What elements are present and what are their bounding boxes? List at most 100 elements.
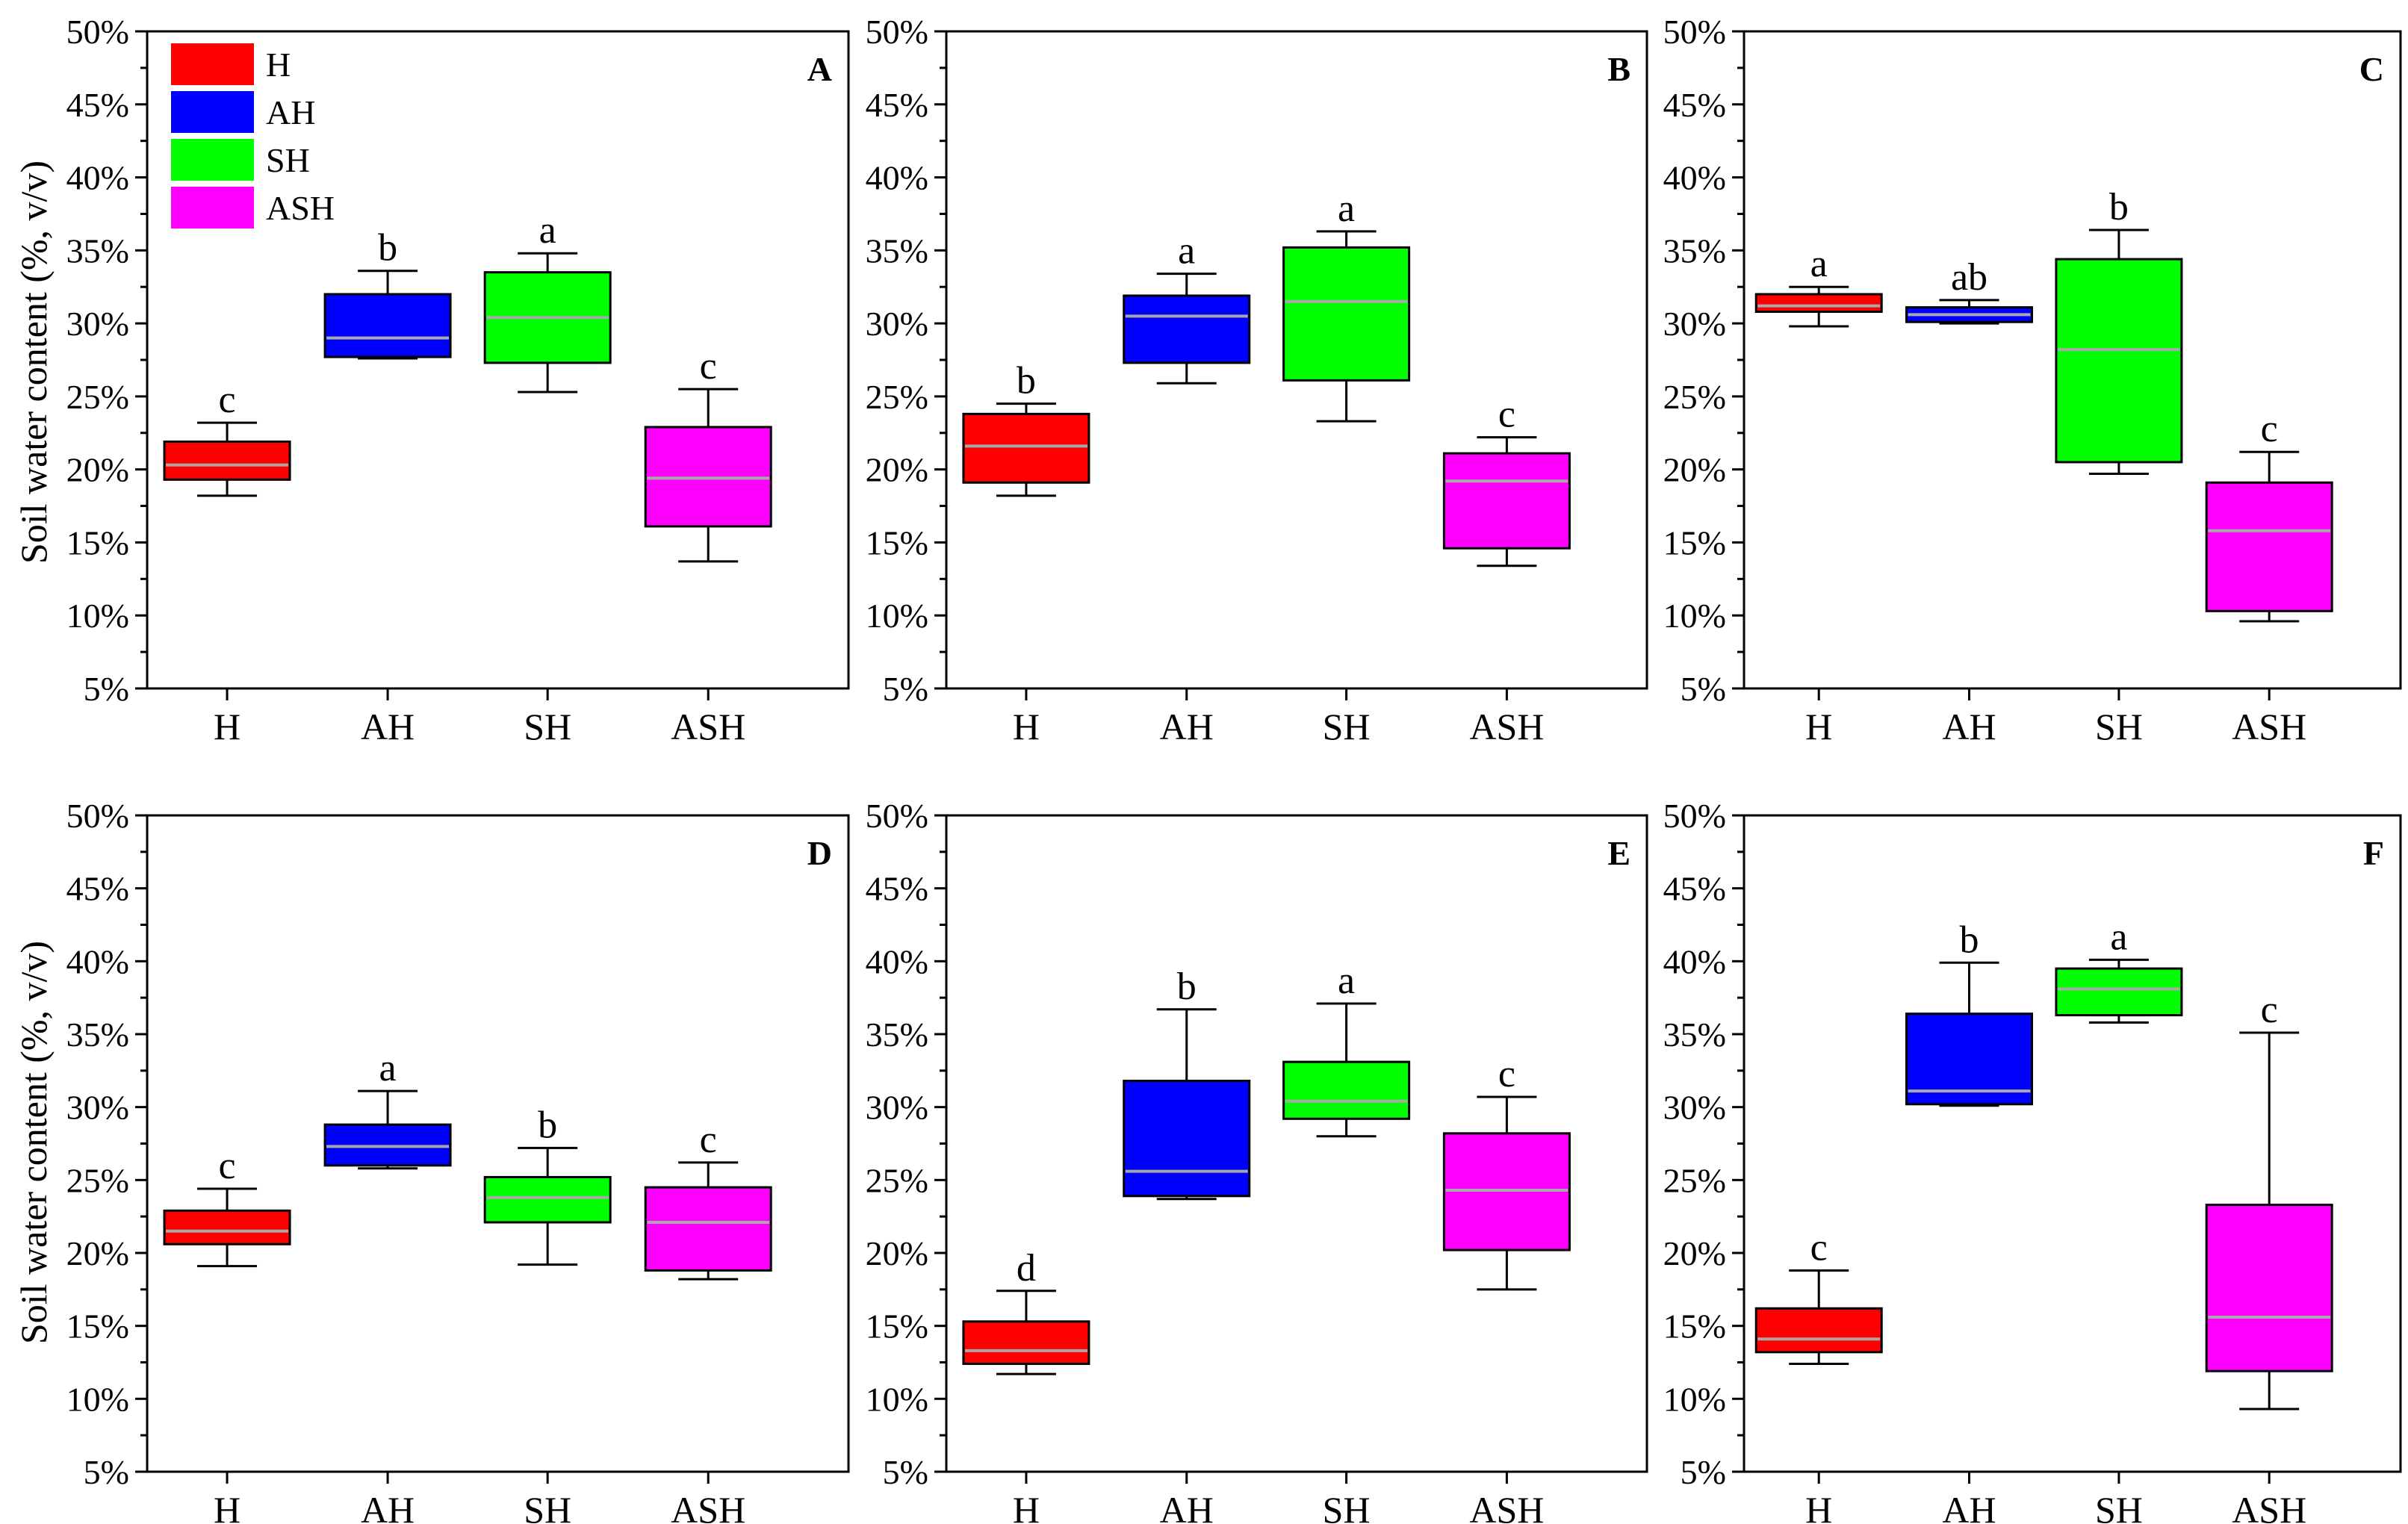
- y-tick-label: 35%: [866, 1016, 928, 1054]
- significance-letter: d: [1017, 1247, 1036, 1290]
- significance-letter: c: [700, 345, 717, 388]
- iqr-box: [1754, 1307, 1883, 1354]
- y-tick-label: 25%: [866, 1161, 928, 1199]
- panel-label: F: [2363, 834, 2384, 872]
- iqr-box: [163, 441, 291, 481]
- y-tick-label: 40%: [66, 942, 129, 980]
- x-tick-label: ASH: [671, 1489, 745, 1524]
- x-tick-label: AH: [361, 1489, 415, 1524]
- legend-swatch-AH: [171, 91, 254, 133]
- significance-letter: a: [1338, 960, 1355, 1002]
- panel-label: A: [807, 50, 832, 88]
- y-tick-label: 5%: [1681, 670, 1726, 708]
- iqr-box: [1442, 452, 1571, 550]
- y-tick-label: 25%: [866, 378, 928, 416]
- y-tick-label: 35%: [1663, 1016, 1726, 1054]
- panel-F: 5% 10% 15% 20% 25% 30% 35% 40% 45% 50% H AH SH ASH c b a…: [1663, 797, 2402, 1524]
- box-ASH: c: [644, 1119, 772, 1281]
- y-tick-label: 35%: [66, 231, 129, 270]
- y-tick-label: 40%: [1663, 942, 1726, 980]
- y-tick-label: 30%: [866, 305, 928, 343]
- significance-letter: c: [700, 1119, 717, 1161]
- box-AH: b: [1905, 918, 2033, 1107]
- y-tick-label: 25%: [66, 1161, 129, 1199]
- box-SH: a: [483, 209, 612, 394]
- box-H: c: [163, 1145, 291, 1268]
- x-tick-label: AH: [1160, 706, 1214, 747]
- iqr-box: [2055, 967, 2183, 1017]
- box-ASH: c: [2205, 408, 2333, 623]
- y-tick-label: 25%: [66, 378, 129, 416]
- y-tick-label: 35%: [66, 1016, 129, 1054]
- x-tick-label: H: [214, 706, 241, 747]
- significance-letter: b: [538, 1104, 557, 1146]
- y-tick-label: 20%: [66, 1234, 129, 1272]
- iqr-box: [323, 293, 452, 358]
- y-tick-label: 10%: [1663, 597, 1726, 635]
- y-tick-label: 15%: [66, 523, 129, 562]
- x-tick-label: H: [1013, 1489, 1040, 1524]
- x-tick-label: SH: [2095, 706, 2143, 747]
- axis-frame: [1743, 814, 2402, 1473]
- iqr-box: [1754, 293, 1883, 313]
- significance-letter: b: [378, 227, 397, 270]
- y-tick-label: 45%: [1663, 86, 1726, 124]
- legend-swatch-SH: [171, 139, 254, 181]
- significance-letter: b: [1177, 965, 1197, 1008]
- x-tick-label: ASH: [2232, 1489, 2306, 1524]
- panel-D: 5% 10% 15% 20% 25% 30% 35% 40% 45% 50% H AH SH ASH c a b…: [66, 797, 850, 1524]
- y-tick-label: 40%: [866, 942, 928, 980]
- legend-swatch-ASH: [171, 187, 254, 228]
- legend: H AH SH ASH: [171, 43, 335, 228]
- panel-C: 5% 10% 15% 20% 25% 30% 35% 40% 45% 50% H AH SH ASH a ab…: [1663, 13, 2402, 747]
- box-AH: b: [323, 227, 452, 360]
- significance-letter: c: [2261, 408, 2278, 450]
- y-tick-label: 50%: [866, 797, 928, 835]
- iqr-box: [2205, 481, 2333, 612]
- y-tick-label: 45%: [1663, 870, 1726, 908]
- box-ASH: c: [644, 345, 772, 563]
- significance-letter: a: [539, 209, 556, 252]
- iqr-box: [163, 1209, 291, 1245]
- y-tick-label: 15%: [1663, 1307, 1726, 1346]
- significance-letter: b: [1959, 918, 1979, 961]
- x-tick-label: H: [214, 1489, 241, 1524]
- panel-label: D: [807, 834, 832, 872]
- y-tick-label: 50%: [66, 797, 129, 835]
- significance-letter: b: [2109, 186, 2129, 228]
- x-tick-label: SH: [1323, 1489, 1371, 1524]
- x-tick-label: SH: [524, 1489, 571, 1524]
- box-ASH: c: [1442, 394, 1571, 567]
- y-tick-label: 40%: [66, 159, 129, 197]
- x-tick-label: SH: [524, 706, 571, 747]
- x-tick-label: AH: [1942, 706, 1996, 747]
- box-AH: b: [1123, 965, 1251, 1201]
- iqr-box: [644, 1186, 772, 1272]
- iqr-box: [1282, 1060, 1411, 1120]
- significance-letter: c: [218, 379, 235, 421]
- y-tick-label: 15%: [866, 1307, 928, 1346]
- y-tick-label: 5%: [883, 670, 928, 708]
- iqr-box: [1123, 1080, 1251, 1198]
- significance-letter: c: [1810, 1226, 1828, 1269]
- y-tick-label: 5%: [84, 670, 129, 708]
- box-ASH: c: [2205, 989, 2333, 1411]
- y-tick-label: 20%: [1663, 1234, 1726, 1272]
- y-tick-label: 5%: [883, 1453, 928, 1491]
- box-H: c: [163, 379, 291, 497]
- significance-letter: c: [1498, 394, 1515, 436]
- box-H: c: [1754, 1226, 1883, 1365]
- x-tick-label: AH: [1942, 1489, 1996, 1524]
- y-tick-label: 45%: [66, 870, 129, 908]
- y-tick-label: 30%: [1663, 1089, 1726, 1127]
- y-tick-label: 20%: [866, 451, 928, 489]
- y-tick-label: 40%: [866, 159, 928, 197]
- x-tick-label: H: [1013, 706, 1040, 747]
- panel-label: E: [1607, 834, 1630, 872]
- axis-frame: [146, 814, 850, 1473]
- y-tick-label: 50%: [66, 13, 129, 51]
- box-AH: a: [1123, 230, 1251, 385]
- panel-label: C: [2359, 50, 2384, 88]
